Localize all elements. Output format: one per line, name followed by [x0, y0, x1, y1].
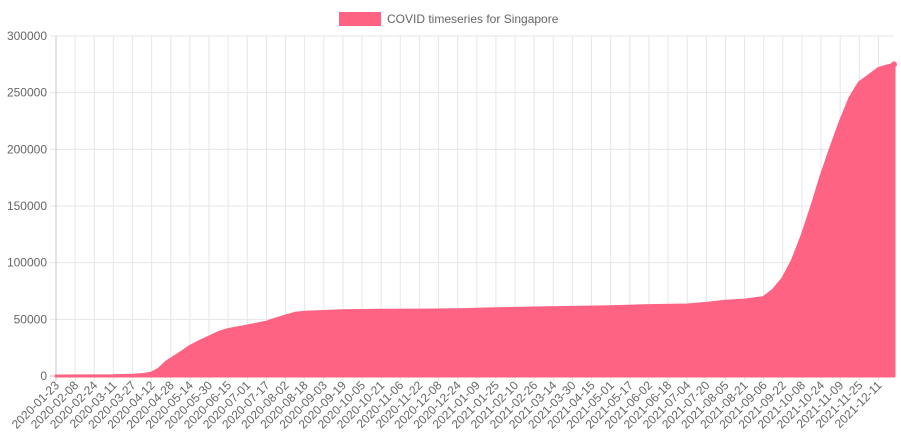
y-axis: 0 50000 100000 150000 200000 250000 300000 — [7, 29, 47, 383]
legend[interactable]: COVID timeseries for Singapore — [339, 12, 559, 26]
legend-label: COVID timeseries for Singapore — [387, 12, 559, 26]
y-tick-label: 50000 — [14, 312, 48, 326]
y-tick-label: 300000 — [7, 29, 47, 43]
y-tick-label: 0 — [40, 369, 47, 383]
series-area[interactable] — [54, 62, 896, 378]
y-tick-label: 100000 — [7, 256, 47, 270]
y-tick-label: 250000 — [7, 86, 47, 100]
x-axis: 2020-01-232020-02-082020-02-242020-03-11… — [9, 378, 885, 432]
series-end-point[interactable] — [891, 61, 897, 68]
y-tick-label: 150000 — [7, 199, 47, 213]
area-layer — [54, 61, 897, 378]
legend-swatch — [339, 12, 381, 26]
y-tick-label: 200000 — [7, 142, 47, 156]
